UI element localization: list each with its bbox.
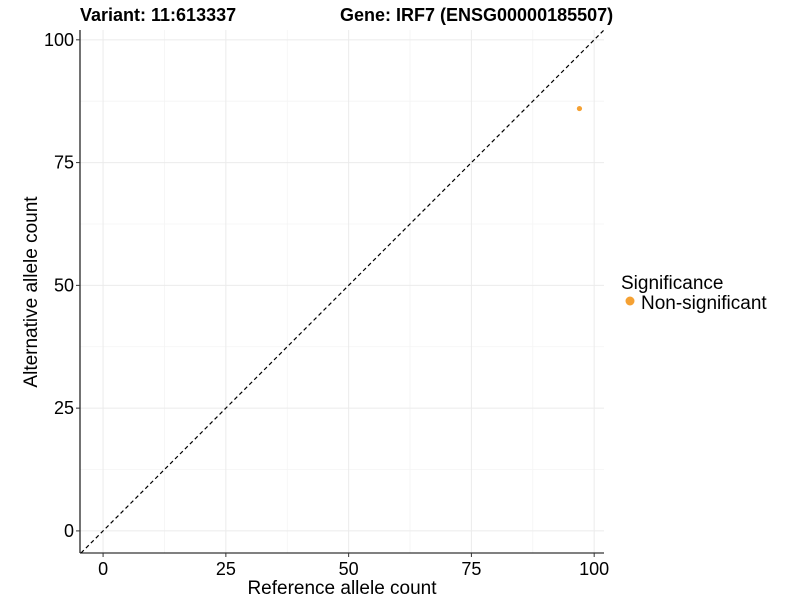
y-tick-label: 25 [54,398,74,418]
x-tick-label: 50 [339,559,359,579]
grid-lines [80,30,604,553]
x-tick-label: 25 [216,559,236,579]
chart-title-gene: Gene: IRF7 (ENSG00000185507) [340,5,613,25]
legend-title: Significance [621,273,723,294]
diagonal-reference-line [80,29,605,554]
legend-label-non-significant: Non-significant [641,293,767,314]
axis-ticks: 0 25 50 75 100 0 25 50 75 100 [44,30,609,579]
y-tick-label: 75 [54,153,74,173]
y-axis-title: Alternative allele count [21,196,42,388]
x-tick-label: 100 [579,559,609,579]
data-points [576,105,583,112]
x-tick-label: 0 [98,559,108,579]
y-tick-label: 0 [64,521,74,541]
x-axis-title: Reference allele count [247,578,437,599]
y-tick-label: 100 [44,30,74,50]
data-point [576,105,583,112]
chart-title-variant: Variant: 11:613337 [80,5,236,25]
y-tick-label: 50 [54,275,74,295]
legend-swatch-non-significant [625,296,635,306]
legend: Significance Non-significant [621,273,767,314]
x-tick-label: 75 [461,559,481,579]
